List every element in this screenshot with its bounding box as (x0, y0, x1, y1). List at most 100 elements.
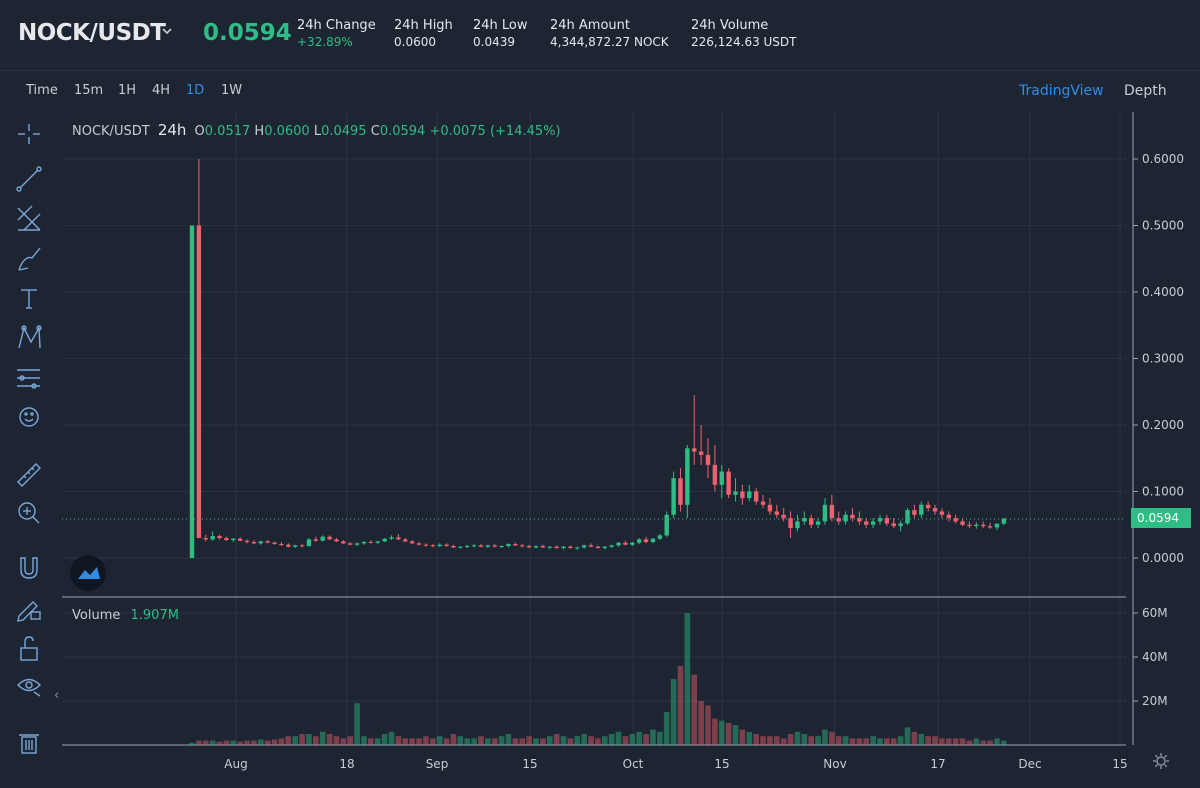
gear-icon[interactable] (1152, 752, 1170, 770)
pattern-icon[interactable] (18, 325, 42, 349)
legend-high: 0.0600 (264, 124, 310, 139)
crosshair-icon[interactable] (18, 124, 40, 144)
collapse-arrow-icon[interactable]: ‹ (54, 688, 60, 703)
trash-icon[interactable] (19, 734, 39, 754)
volume-bar (725, 723, 732, 745)
candle-body (520, 545, 525, 547)
zoom-in-icon[interactable] (18, 502, 40, 524)
volume-bar (368, 738, 374, 745)
volume-bar (842, 736, 849, 745)
trend-line-icon[interactable] (16, 166, 42, 192)
emoji-icon[interactable] (19, 407, 39, 427)
pair-selector[interactable]: NOCK/USDT (18, 20, 166, 46)
volume-bar (808, 736, 814, 745)
volume-bar (319, 731, 326, 745)
candle-body (802, 518, 807, 522)
grid-lines (62, 112, 1126, 745)
tab-tradingview[interactable]: TradingView (1019, 83, 1104, 99)
volume-bar (251, 740, 257, 745)
interval-4h[interactable]: 4H (152, 83, 171, 98)
candle-body (747, 491, 752, 499)
fib-icon[interactable] (17, 205, 41, 231)
volume-bar (457, 736, 464, 745)
candle-body (953, 518, 958, 522)
volume-bar (925, 736, 931, 745)
volume-bar (677, 665, 684, 745)
candle-body (237, 538, 243, 541)
candle-body (595, 546, 601, 549)
interval-time[interactable]: Time (26, 83, 58, 98)
volume-bar (189, 742, 195, 745)
price-tick-label: 0.0000 (1142, 551, 1184, 565)
volume-bar (911, 731, 918, 745)
prediction-icon[interactable] (17, 369, 40, 389)
volume-bar (835, 736, 842, 745)
candle-body (836, 518, 841, 522)
candle-body (623, 542, 628, 545)
volume-bar (519, 738, 526, 745)
magnet-icon[interactable] (20, 557, 38, 579)
candle-body (939, 511, 945, 515)
volume-tick-label: 20M (1142, 694, 1168, 708)
volume-bar (271, 739, 278, 745)
time-tick-label: 15 (1112, 757, 1127, 771)
candle-body (712, 464, 718, 485)
interval-15m[interactable]: 15m (74, 83, 104, 98)
price-tick-label: 0.2000 (1142, 418, 1184, 432)
candle-body (815, 521, 821, 525)
time-tick-label: 18 (339, 757, 354, 771)
volume-bar (498, 736, 505, 745)
ruler-icon[interactable] (17, 463, 41, 487)
last-price: 0.0594 (203, 20, 292, 46)
eye-icon[interactable] (17, 678, 41, 697)
legend-o-label: O (194, 124, 205, 139)
volume-bar (223, 740, 230, 745)
candle-body (609, 545, 614, 547)
candle-body (630, 542, 635, 545)
market-header: NOCK/USDT 0.0594 24h Change +32.89% 24h … (0, 0, 1200, 71)
candle-body (692, 448, 697, 452)
lock-drawing-icon[interactable] (17, 601, 41, 622)
candle-body (320, 536, 325, 541)
text-icon[interactable] (21, 289, 37, 309)
unlock-icon[interactable] (20, 636, 38, 661)
interval-1w[interactable]: 1W (221, 83, 243, 98)
candle-body (299, 545, 305, 547)
volume-bar (780, 738, 787, 745)
candle-body (506, 544, 511, 547)
interval-1h[interactable]: 1H (118, 83, 137, 98)
candle-body (478, 545, 484, 547)
candle-body (657, 535, 663, 539)
volume-bar (333, 736, 340, 745)
candle-body (313, 539, 319, 541)
volume-bar (423, 736, 429, 745)
volume-bar (739, 729, 746, 745)
volume-bar (436, 736, 443, 745)
brush-icon[interactable] (18, 247, 41, 271)
volume-bar (959, 738, 966, 745)
candle-body (465, 546, 470, 548)
candle-body (719, 471, 724, 485)
volume-bar (264, 740, 271, 745)
tab-depth[interactable]: Depth (1124, 83, 1167, 99)
volume-bar (650, 729, 656, 745)
volume-bar (540, 738, 546, 745)
candle-body (403, 539, 408, 542)
stat-label: 24h Change (297, 18, 376, 33)
legend-change: +0.0075 (+14.45%) (429, 124, 561, 139)
volume-bar (361, 736, 367, 745)
candle-body (451, 546, 456, 548)
candle-body (616, 542, 621, 546)
candle-body (698, 451, 704, 455)
chevron-down-icon[interactable] (162, 26, 172, 36)
candle-body (203, 538, 208, 540)
candle-body (884, 518, 890, 524)
stat-value: +32.89% (297, 35, 353, 49)
volume-bar (932, 736, 938, 745)
candle-body (416, 543, 422, 545)
candle-body (809, 518, 814, 525)
interval-1d[interactable]: 1D (186, 83, 205, 98)
tradingview-logo[interactable] (70, 555, 106, 591)
candle-body (843, 514, 848, 522)
